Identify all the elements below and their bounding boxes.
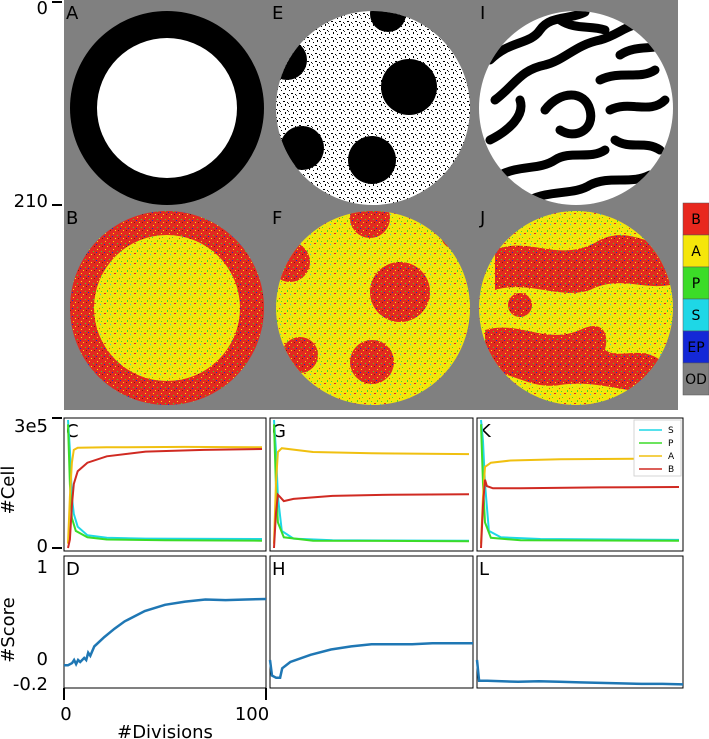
cell-ytick-top: 3e5 [14, 416, 48, 437]
panel-label-l: L [479, 559, 489, 580]
cell-line-c-s [67, 419, 263, 540]
panel-label-i: I [480, 3, 485, 24]
cell-line-c-a [67, 445, 263, 544]
image-axis-top-label: 0 [37, 0, 48, 19]
panel-i-image [479, 11, 673, 205]
colorbar-label-od: OD [685, 372, 707, 388]
colorbar-label-ep: EP [687, 340, 704, 356]
cell-series [67, 419, 680, 549]
cell-line-g-b [273, 492, 470, 549]
cell-line-c-b [67, 448, 263, 549]
panel-label-a: A [66, 3, 79, 24]
colorbar-label-b: B [691, 212, 701, 228]
colorbar-swatch-od [682, 362, 709, 396]
score-ytick-one: 1 [37, 557, 48, 578]
score-xtick-zero: 0 [60, 704, 71, 725]
image-axis-mid-label: 210 [14, 191, 48, 212]
colorbar-swatch-ep [682, 330, 709, 364]
score-ytick-neg: -0.2 [13, 674, 48, 695]
colorbar-label-s: S [692, 308, 701, 324]
colorbar-swatch-a [682, 234, 709, 268]
panel-b-image [70, 211, 264, 405]
panel-label-b: B [66, 208, 78, 229]
legend-label-s: S [668, 426, 674, 436]
cell-line-k-p [480, 424, 680, 542]
legend-label-b: B [668, 465, 674, 475]
colorbar-swatch-s [682, 298, 709, 332]
panel-label-e: E [272, 3, 283, 24]
score-series [64, 597, 684, 686]
score-xtick-hundred: 100 [235, 704, 269, 725]
colorbar-label-p: P [692, 276, 700, 292]
colorbar-label-a: A [691, 244, 701, 260]
panel-a-image [70, 11, 264, 205]
cell-line-g-p [273, 424, 470, 543]
image-axis: 0 210 [14, 0, 62, 212]
score-ylabel: #Score [0, 597, 19, 663]
score-axis: 1 0 -0.2 #Score 0 100 #Divisions [0, 557, 269, 739]
score-ytick-zero: 0 [37, 649, 48, 670]
colorbar-swatch-b [682, 202, 709, 236]
panel-label-h: H [272, 559, 286, 580]
cell-line-c-p [67, 424, 263, 542]
score-line-l [475, 659, 684, 686]
panel-label-f: F [272, 208, 282, 229]
score-line-d [64, 597, 267, 667]
cell-line-g-a [273, 447, 470, 544]
panel-j-image [479, 211, 673, 405]
cell-ylabel: #Cell [0, 466, 19, 515]
score-line-h [268, 642, 473, 679]
legend-label-p: P [668, 439, 674, 449]
cell-axis: 3e5 0 #Cell [0, 416, 62, 557]
colorbar-swatch-p [682, 266, 709, 300]
legend-label-a: A [668, 452, 675, 462]
cell-line-g-s [273, 419, 470, 542]
cell-ytick-zero: 0 [37, 536, 48, 557]
panel-label-j: J [479, 208, 485, 229]
cell-line-k-b [480, 479, 680, 549]
score-xlabel: #Divisions [117, 722, 213, 739]
panel-f-image [276, 211, 470, 405]
panel-label-d: D [66, 559, 80, 580]
cell-chart-frames [63, 417, 684, 689]
